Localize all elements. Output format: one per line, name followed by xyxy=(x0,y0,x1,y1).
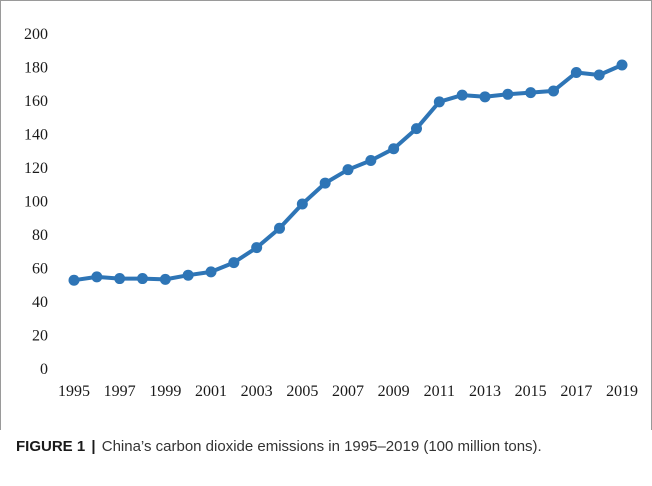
caption-separator: | xyxy=(91,438,96,455)
x-tick-label: 2015 xyxy=(515,383,547,400)
y-tick-label: 80 xyxy=(32,227,48,244)
x-tick-label: 2017 xyxy=(560,383,592,400)
y-tick-label: 0 xyxy=(40,361,48,378)
caption-label: FIGURE 1 xyxy=(16,438,86,455)
data-point xyxy=(456,89,468,101)
x-tick-label: 1995 xyxy=(58,383,90,400)
caption-text: China’s carbon dioxide emissions in 1995… xyxy=(101,438,542,455)
data-point xyxy=(593,69,605,81)
y-tick-label: 140 xyxy=(24,127,48,144)
y-tick-label: 160 xyxy=(24,93,48,110)
y-tick-label: 20 xyxy=(32,328,48,345)
y-tick-label: 40 xyxy=(32,294,48,311)
data-point xyxy=(502,88,514,100)
x-tick-label: 2003 xyxy=(241,383,273,400)
data-point xyxy=(433,96,445,108)
data-point xyxy=(319,177,331,189)
y-tick-label: 60 xyxy=(32,261,48,278)
data-point xyxy=(114,273,126,285)
data-point xyxy=(570,67,582,79)
x-axis-tick-labels: 1995 1997 1999 2001 2003 2005 2007 2009 2011 2013… xyxy=(58,383,638,400)
figure-caption: FIGURE 1 | China’s carbon dioxide emissi… xyxy=(16,436,636,457)
data-point xyxy=(296,198,308,210)
data-point xyxy=(205,266,217,278)
data-point xyxy=(411,123,422,135)
data-point xyxy=(388,143,400,155)
x-tick-label: 1997 xyxy=(104,383,136,400)
data-point xyxy=(342,164,354,176)
series-layer xyxy=(68,59,628,286)
data-point xyxy=(251,242,263,254)
y-tick-label: 180 xyxy=(24,60,48,77)
x-tick-label: 2011 xyxy=(424,383,455,400)
x-tick-label: 2009 xyxy=(378,383,410,400)
x-tick-label: 2019 xyxy=(606,383,638,400)
y-tick-label: 120 xyxy=(24,160,48,177)
data-point xyxy=(68,274,80,286)
y-tick-label: 200 xyxy=(24,26,48,43)
data-point xyxy=(182,269,194,281)
x-tick-label: 1999 xyxy=(149,383,181,400)
data-point xyxy=(91,271,103,283)
data-point xyxy=(525,87,537,99)
data-point xyxy=(479,91,491,103)
data-point xyxy=(548,85,559,97)
x-tick-label: 2013 xyxy=(469,383,501,400)
x-tick-label: 2005 xyxy=(286,383,318,400)
x-tick-label: 2007 xyxy=(332,383,364,400)
data-point xyxy=(274,222,285,234)
y-axis-tick-labels: 0 20 40 60 80 100 120 140 160 180 200 xyxy=(24,26,48,378)
data-point xyxy=(137,273,148,285)
x-tick-label: 2001 xyxy=(195,383,227,400)
data-point xyxy=(616,59,628,71)
line-chart: 0 20 40 60 80 100 120 140 160 180 200 1995 1997 1999… xyxy=(0,0,652,430)
data-point xyxy=(228,257,240,269)
data-point xyxy=(365,154,377,166)
data-point xyxy=(159,273,171,285)
y-tick-label: 100 xyxy=(24,194,48,211)
